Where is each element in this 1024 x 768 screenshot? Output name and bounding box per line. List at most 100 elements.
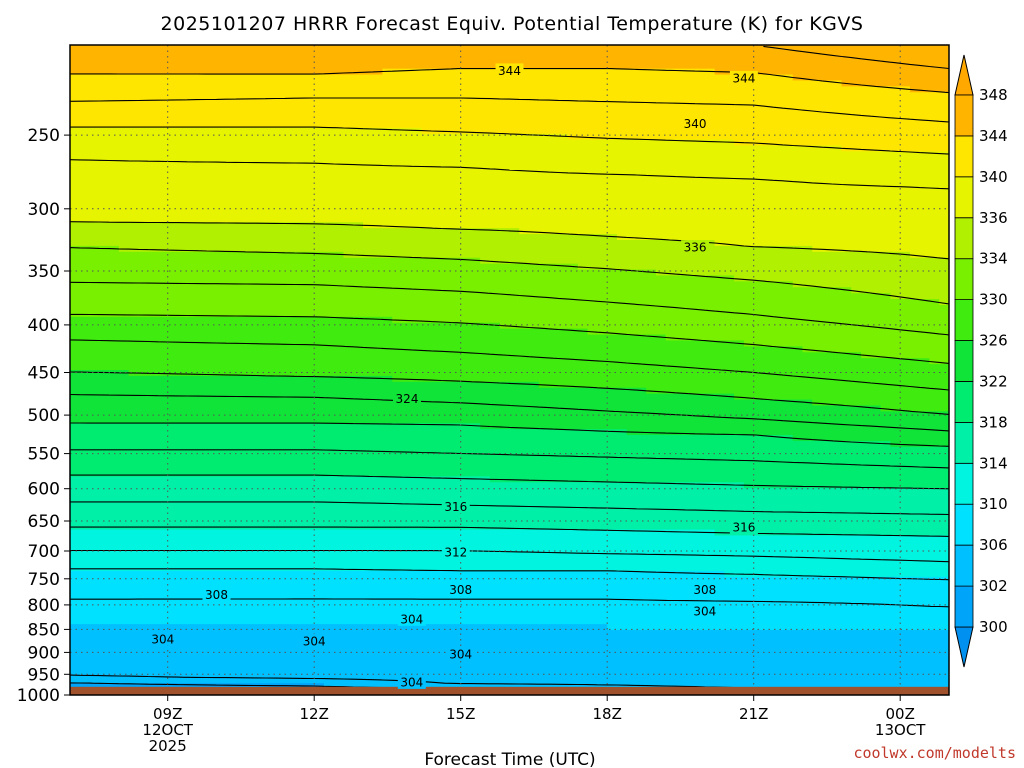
field-cell xyxy=(470,45,481,52)
field-cell xyxy=(372,287,384,294)
field-cell xyxy=(372,358,384,365)
field-cell xyxy=(177,559,188,566)
field-cell xyxy=(392,139,403,147)
field-cell xyxy=(177,240,188,247)
field-cell xyxy=(294,322,305,330)
field-cell xyxy=(392,269,403,277)
field-cell xyxy=(421,56,432,64)
field-cell xyxy=(216,334,227,342)
field-cell xyxy=(70,618,81,625)
field-cell xyxy=(431,482,442,489)
field-cell xyxy=(363,204,374,212)
field-cell xyxy=(353,488,364,495)
field-cell xyxy=(411,210,423,217)
field-cell xyxy=(441,157,452,164)
field-cell xyxy=(265,234,276,241)
field-cell xyxy=(314,180,325,188)
field-cell xyxy=(343,381,354,389)
field-cell xyxy=(441,293,452,300)
field-cell xyxy=(118,375,130,383)
field-cell xyxy=(177,186,188,194)
field-cell xyxy=(196,340,208,347)
field-cell xyxy=(372,393,384,401)
field-cell xyxy=(499,316,511,324)
field-cell xyxy=(196,476,208,483)
field-cell xyxy=(255,305,266,312)
field-cell xyxy=(333,370,345,377)
field-cell xyxy=(372,56,384,64)
field-cell xyxy=(450,352,462,359)
field-cell xyxy=(431,269,442,277)
field-cell xyxy=(99,92,110,99)
field-cell xyxy=(118,541,130,548)
field-cell xyxy=(148,228,159,235)
field-cell xyxy=(411,257,423,265)
field-cell xyxy=(89,186,100,194)
field-cell xyxy=(382,600,393,607)
field-cell xyxy=(489,505,501,513)
field-cell xyxy=(499,600,511,607)
field-cell xyxy=(206,145,218,152)
field-cell xyxy=(99,305,110,312)
field-cell xyxy=(363,145,374,152)
field-cell xyxy=(206,653,218,661)
field-cell xyxy=(187,157,198,164)
field-cell xyxy=(294,683,305,690)
field-cell xyxy=(216,127,227,135)
field-cell xyxy=(245,505,257,513)
field-cell xyxy=(343,45,354,52)
field-cell xyxy=(294,582,305,590)
field-cell xyxy=(206,683,218,690)
field-cell xyxy=(411,470,423,477)
field-cell xyxy=(314,316,325,324)
field-cell xyxy=(275,222,286,229)
field-cell xyxy=(128,500,139,507)
field-cell xyxy=(460,683,472,690)
field-cell xyxy=(89,630,100,637)
field-cell xyxy=(148,293,159,300)
field-cell xyxy=(187,535,198,542)
field-cell xyxy=(177,482,188,489)
field-cell xyxy=(353,641,364,649)
field-cell xyxy=(138,612,149,619)
field-cell xyxy=(255,370,266,377)
field-cell xyxy=(70,328,81,336)
field-cell xyxy=(499,541,511,548)
field-cell xyxy=(294,192,305,200)
field-cell xyxy=(392,370,403,377)
field-cell xyxy=(363,121,374,129)
field-cell xyxy=(382,346,393,353)
field-cell xyxy=(314,370,325,377)
field-cell xyxy=(480,677,491,684)
field-cell xyxy=(177,358,188,365)
field-cell xyxy=(79,399,91,407)
field-cell xyxy=(304,576,315,584)
field-cell xyxy=(353,86,364,93)
field-cell xyxy=(382,293,393,300)
field-cell xyxy=(363,653,374,661)
field-cell xyxy=(148,541,159,548)
field-cell xyxy=(353,505,364,513)
field-cell xyxy=(118,393,130,401)
field-cell xyxy=(392,517,403,525)
field-cell xyxy=(109,588,120,596)
field-cell xyxy=(177,305,188,312)
field-cell xyxy=(489,281,501,288)
field-cell xyxy=(138,104,149,111)
field-cell xyxy=(226,624,237,631)
field-cell xyxy=(245,671,257,678)
field-cell xyxy=(294,110,305,117)
field-cell xyxy=(402,50,413,58)
field-cell xyxy=(372,517,384,525)
field-cell xyxy=(245,358,257,365)
field-cell xyxy=(363,234,374,241)
field-cell xyxy=(363,245,374,253)
field-cell xyxy=(245,653,257,661)
field-cell xyxy=(411,133,423,141)
field-cell xyxy=(89,180,100,188)
field-cell xyxy=(323,151,335,158)
field-cell xyxy=(157,145,169,152)
field-cell xyxy=(431,364,442,371)
field-cell xyxy=(421,446,432,454)
field-cell xyxy=(167,618,179,625)
